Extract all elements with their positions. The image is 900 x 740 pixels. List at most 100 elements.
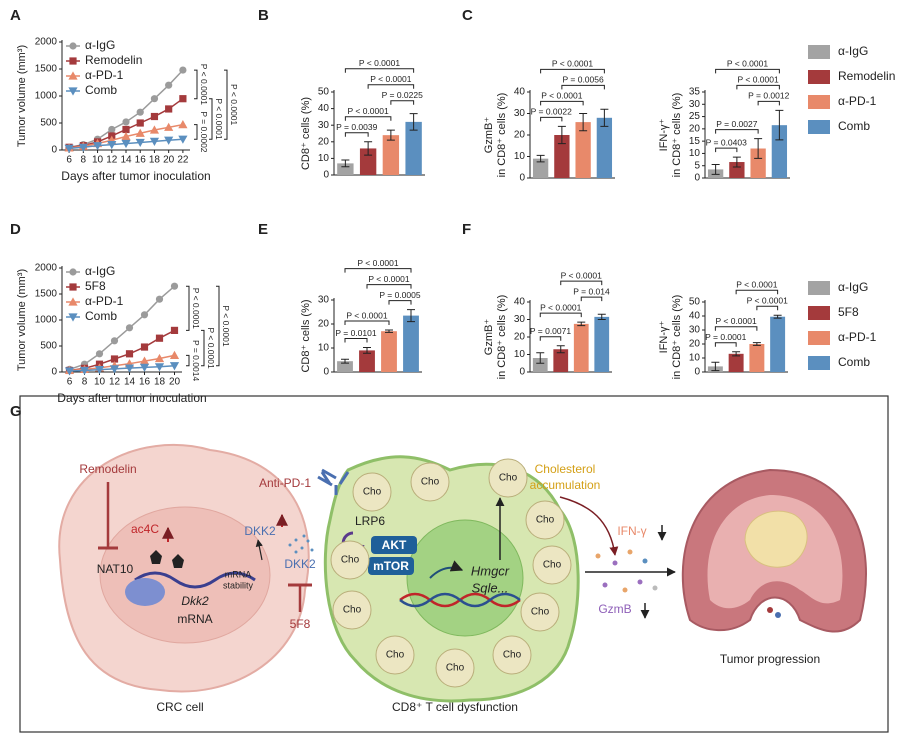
point: [121, 131, 131, 141]
bar: [594, 316, 610, 372]
bar: [381, 331, 397, 372]
panel-label: G: [10, 403, 22, 420]
point: [150, 112, 159, 121]
significance-bracket: [194, 69, 198, 100]
panel-label: A: [10, 7, 21, 24]
legend-label: Remodelin: [838, 69, 895, 83]
legend-swatch: [808, 356, 830, 370]
bar: [359, 148, 377, 175]
error-bar: [711, 361, 720, 372]
error-bar: [579, 113, 588, 132]
legend-swatch: [808, 45, 830, 59]
point: [169, 362, 180, 371]
error-bar: [386, 129, 395, 141]
mtor-label: mTOR: [373, 559, 409, 573]
y-tick-label: 35: [689, 87, 701, 98]
dna: [399, 592, 521, 608]
significance-bracket: [715, 147, 738, 153]
point: [125, 350, 134, 358]
legend-marker: [69, 268, 77, 276]
point: [139, 356, 150, 365]
cholesterol-vesicle: [352, 472, 392, 512]
significance-bracket: [715, 129, 759, 134]
point: [140, 311, 149, 319]
point: [179, 95, 187, 103]
point: [122, 125, 130, 134]
x-tick-label: 8: [82, 377, 88, 388]
cho-label: Cho: [531, 607, 550, 618]
y-tick-label: 500: [40, 341, 57, 352]
y-axis-label: GzmB⁺: [483, 319, 495, 356]
cholesterol-vesicle: [488, 458, 528, 498]
legend-swatch: [808, 281, 830, 295]
x-tick-label: 10: [94, 377, 106, 388]
p-value: P = 0.0022: [531, 107, 572, 117]
legend-label: α-IgG: [838, 280, 868, 294]
y-tick-label: 10: [514, 349, 526, 360]
bar: [729, 162, 745, 178]
secretion-arrow: [255, 539, 263, 561]
p-value: P < 0.0001: [370, 74, 411, 84]
point: [125, 324, 134, 332]
bar: [359, 350, 375, 372]
y-axis-label: IFN-γ⁺: [658, 320, 670, 353]
bar: [554, 135, 570, 178]
y-tick-label: 40: [514, 297, 526, 308]
x-tick-label: 16: [139, 377, 151, 388]
cholesterol-vesicle: [492, 635, 532, 675]
significance-bracket: [344, 116, 392, 121]
p-value: P < 0.0001: [359, 58, 400, 68]
x-tick-label: 14: [120, 155, 132, 166]
y-tick-label: 0: [519, 367, 525, 378]
schematic: Remodelin NAT10 ac4C Dkk2 mRNA mRNA stab…: [19, 395, 889, 733]
bar: [337, 361, 353, 372]
significance-bracket: [186, 285, 190, 331]
x-tick-label: 20: [163, 155, 175, 166]
significance-bracket: [540, 116, 563, 122]
panel-label: C: [462, 7, 473, 24]
cho-label: Cho: [363, 487, 382, 498]
y-tick-label: 0: [51, 145, 57, 156]
legend-label: 5F8: [85, 279, 106, 293]
cho-label: Cho: [446, 663, 465, 674]
legend-label: α-IgG: [85, 264, 115, 278]
panel-label: B: [258, 7, 269, 24]
significance-bracket: [209, 98, 213, 140]
point: [124, 364, 135, 373]
akt-box: [371, 536, 417, 554]
y-axis-label: CD8⁺ cells (%): [300, 97, 312, 170]
akt-label: AKT: [382, 538, 407, 552]
y-tick-label: 50: [689, 297, 701, 308]
cho-label: Cho: [536, 515, 555, 526]
y-axis-label: Tumor volume (mm³): [16, 45, 28, 147]
legend-label: α-IgG: [85, 38, 115, 52]
p-value: P < 0.0001: [747, 296, 788, 306]
cho-label: Cho: [343, 605, 362, 616]
error-bar: [536, 154, 545, 163]
bar: [405, 121, 422, 175]
legend-label: α-IgG: [838, 44, 868, 58]
cholesterol-label: accumulation: [530, 478, 601, 492]
y-tick-label: 20: [689, 123, 701, 134]
gzmb-label: GzmB: [598, 602, 631, 616]
error-bar: [409, 113, 418, 131]
p-value: P < 0.0001: [561, 270, 602, 280]
significance-bracket: [756, 305, 779, 311]
significance-bracket: [344, 338, 368, 343]
x-tick-label: 8: [81, 155, 87, 166]
p-value: P < 0.0001: [206, 327, 216, 368]
legend-marker: [69, 57, 77, 65]
significance-bracket: [735, 289, 779, 295]
p-value: P < 0.0001: [191, 288, 201, 329]
ac4c-marks: [150, 550, 184, 568]
p-value: P < 0.0001: [229, 84, 239, 125]
y-tick-label: 0: [519, 173, 525, 184]
p-value: P = 0.014: [573, 286, 610, 296]
x-axis-label: Days after tumor inoculation: [57, 391, 206, 405]
point: [64, 144, 74, 153]
bar: [749, 344, 765, 372]
ifng-label: IFN-γ: [617, 524, 646, 538]
significance-bracket: [560, 280, 603, 286]
significance-bracket: [540, 68, 605, 74]
cell-dot: [775, 612, 781, 618]
